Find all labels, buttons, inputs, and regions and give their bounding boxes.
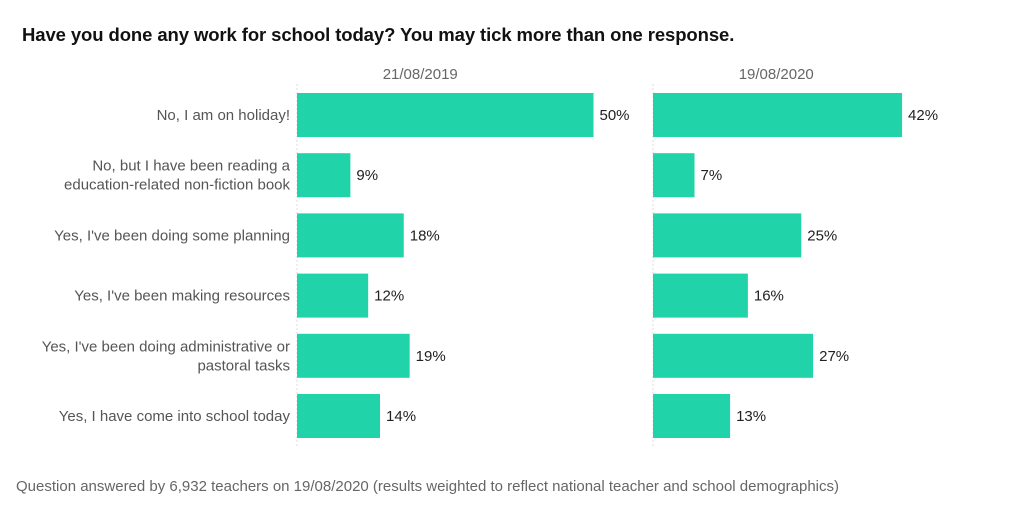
bar	[297, 213, 404, 258]
value-label: 16%	[754, 288, 784, 305]
chart-title: Have you done any work for school today?…	[22, 24, 735, 45]
value-label: 27%	[819, 348, 849, 365]
category-label: Yes, I've been making resources	[74, 288, 290, 305]
value-label: 18%	[410, 227, 440, 244]
chart-footnote: Question answered by 6,932 teachers on 1…	[16, 478, 840, 495]
category-label: Yes, I have come into school today	[59, 408, 291, 425]
value-label: 19%	[416, 348, 446, 365]
value-label: 25%	[807, 227, 837, 244]
value-label: 12%	[374, 288, 404, 305]
value-label: 50%	[600, 107, 630, 124]
value-label: 13%	[736, 408, 766, 425]
category-label: No, I am on holiday!	[157, 107, 290, 124]
bar	[653, 153, 695, 198]
bar	[297, 333, 410, 378]
category-label: No, but I have been reading a education-r…	[64, 158, 291, 194]
value-label: 14%	[386, 408, 416, 425]
bar	[653, 333, 814, 378]
category-label: Yes, I've been doing administrative or pa…	[42, 338, 290, 374]
bar	[653, 394, 731, 438]
value-label: 42%	[908, 107, 938, 124]
bar	[653, 93, 903, 137]
bar	[297, 153, 351, 198]
value-label: 9%	[356, 167, 378, 184]
bar	[653, 213, 802, 258]
category-label: Yes, I've been doing some planning	[54, 227, 290, 244]
bar	[297, 273, 369, 318]
bar	[653, 273, 748, 318]
bar	[297, 394, 381, 438]
panel-title: 19/08/2020	[739, 66, 814, 83]
value-label: 7%	[701, 167, 723, 184]
bar	[297, 93, 594, 137]
panel-title: 21/08/2019	[383, 66, 458, 83]
